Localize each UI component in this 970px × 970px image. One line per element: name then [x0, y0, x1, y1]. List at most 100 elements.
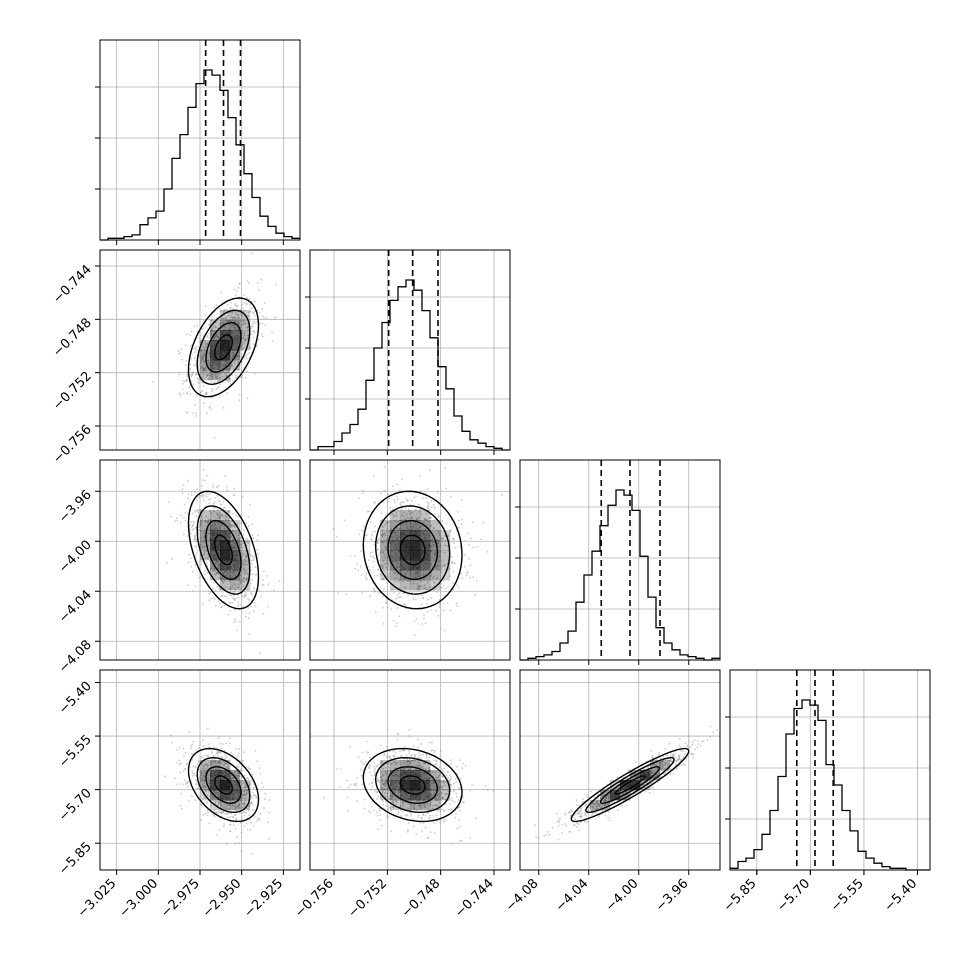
sample-point [459, 810, 461, 812]
sample-point [240, 308, 242, 311]
sample-point [213, 570, 216, 573]
density-cell [220, 320, 231, 331]
sample-point [218, 308, 221, 310]
sample-point [240, 312, 243, 315]
sample-point [415, 833, 418, 835]
sample-point [253, 786, 255, 789]
sample-point [252, 792, 255, 794]
sample-point [230, 594, 233, 597]
sample-point [253, 601, 256, 604]
sample-point [202, 320, 205, 322]
sample-point [354, 555, 357, 557]
sample-point [412, 596, 415, 599]
sample-point [224, 586, 227, 588]
sample-point [650, 749, 653, 752]
panel-background [520, 670, 720, 870]
sample-point [228, 324, 230, 326]
sample-point [230, 324, 233, 327]
sample-point [439, 602, 442, 605]
sample-point [362, 490, 364, 492]
sample-point [432, 759, 435, 762]
sample-point [458, 818, 461, 821]
density-cell [430, 770, 441, 781]
sample-point [463, 801, 465, 804]
sample-point [395, 597, 397, 600]
sample-point [240, 344, 243, 347]
density-cell [220, 350, 231, 361]
histogram-panel-1 [95, 39, 301, 245]
sample-point [388, 497, 390, 500]
sample-point [202, 370, 205, 373]
sample-point [245, 591, 248, 594]
sample-point [242, 533, 245, 536]
sample-point [151, 380, 154, 383]
sample-point [199, 530, 202, 532]
sample-point [368, 783, 371, 786]
sample-point [241, 606, 244, 608]
sample-point [252, 559, 255, 562]
sample-point [201, 390, 204, 392]
sample-point [196, 325, 198, 327]
sample-point [407, 499, 409, 502]
sample-point [194, 351, 197, 354]
sample-point [185, 333, 188, 336]
density-cell [240, 320, 251, 331]
sample-point [442, 584, 445, 587]
sample-point [253, 815, 256, 818]
sample-point [189, 368, 191, 371]
sample-point [186, 375, 188, 378]
sample-point [266, 575, 269, 577]
sample-point [258, 589, 261, 591]
sample-point [254, 605, 257, 608]
sample-point [239, 588, 242, 591]
sample-point [219, 322, 222, 325]
sample-point [349, 746, 352, 749]
sample-point [204, 305, 207, 307]
sample-point [456, 584, 459, 586]
panel-background [730, 670, 930, 870]
sample-point [182, 484, 185, 486]
sample-point [425, 753, 428, 756]
sample-point [247, 525, 250, 528]
sample-point [397, 813, 400, 816]
sample-point [204, 812, 207, 815]
sample-point [397, 811, 400, 813]
sample-point [233, 316, 236, 319]
sample-point [404, 746, 407, 748]
sample-point [200, 755, 203, 758]
sample-point [458, 759, 461, 762]
sample-point [213, 337, 215, 339]
sample-point [449, 775, 452, 778]
sample-point [442, 776, 445, 779]
sample-point [243, 334, 246, 337]
sample-point [251, 796, 254, 799]
sample-point [370, 774, 373, 777]
sample-point [222, 310, 225, 313]
sample-point [248, 612, 251, 615]
sample-point [264, 324, 267, 327]
sample-point [207, 323, 210, 326]
sample-point [231, 601, 234, 604]
sample-point [202, 385, 205, 387]
sample-point [200, 560, 203, 563]
sample-point [214, 573, 217, 576]
sample-point [225, 755, 228, 758]
sample-point [407, 829, 409, 831]
sample-point [183, 779, 186, 782]
sample-point [200, 366, 203, 369]
sample-point [246, 397, 249, 400]
density-cell [410, 580, 421, 591]
sample-point [184, 363, 187, 366]
sample-point [198, 382, 201, 384]
sample-point [457, 806, 460, 809]
sample-point [226, 511, 229, 514]
density-cell [210, 340, 221, 351]
density-cell [230, 330, 241, 341]
sample-point [212, 755, 214, 757]
sample-point [197, 496, 200, 499]
sample-point [238, 752, 240, 755]
sample-point [447, 776, 450, 779]
sample-point [228, 812, 230, 815]
sample-point [208, 493, 211, 495]
